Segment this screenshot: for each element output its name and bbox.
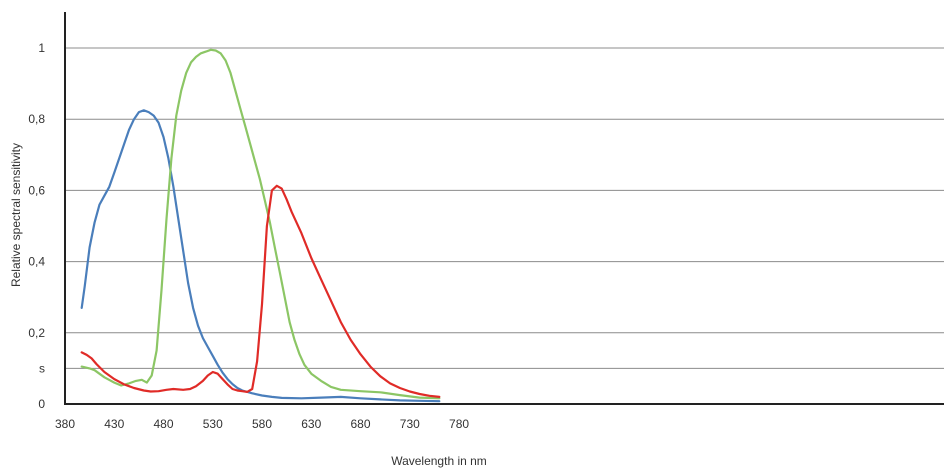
series-line-2 <box>80 48 441 400</box>
y-tick-label: 1 <box>38 41 45 55</box>
y-axis-ticks: 0 s 0,2 0,4 0,6 0,8 1 <box>28 41 45 411</box>
x-tick-label: 780 <box>449 417 469 431</box>
data-series <box>80 48 441 403</box>
y-axis-title: Relative spectral sensitivity <box>9 143 23 287</box>
grid-lines <box>65 47 944 369</box>
series-line-3 <box>80 184 441 398</box>
y-tick-label: 0,6 <box>28 183 45 197</box>
y-tick-label: 0,8 <box>28 112 45 126</box>
x-tick-label: 630 <box>301 417 321 431</box>
y-tick-label: 0,2 <box>28 326 45 340</box>
x-tick-label: 430 <box>104 417 124 431</box>
y-tick-label: 0 <box>38 397 45 411</box>
x-axis-ticks: 380 430 480 530 580 630 680 730 780 <box>55 417 469 431</box>
x-tick-label: 380 <box>55 417 75 431</box>
y-tick-label: s <box>39 361 45 375</box>
axes <box>64 12 944 405</box>
x-tick-label: 680 <box>351 417 371 431</box>
series-line-1 <box>80 109 441 403</box>
x-axis-title: Wavelength in nm <box>391 454 487 468</box>
x-tick-label: 530 <box>203 417 223 431</box>
x-tick-label: 480 <box>153 417 173 431</box>
y-tick-label: 0,4 <box>28 255 45 269</box>
x-tick-label: 730 <box>400 417 420 431</box>
x-tick-label: 580 <box>252 417 272 431</box>
